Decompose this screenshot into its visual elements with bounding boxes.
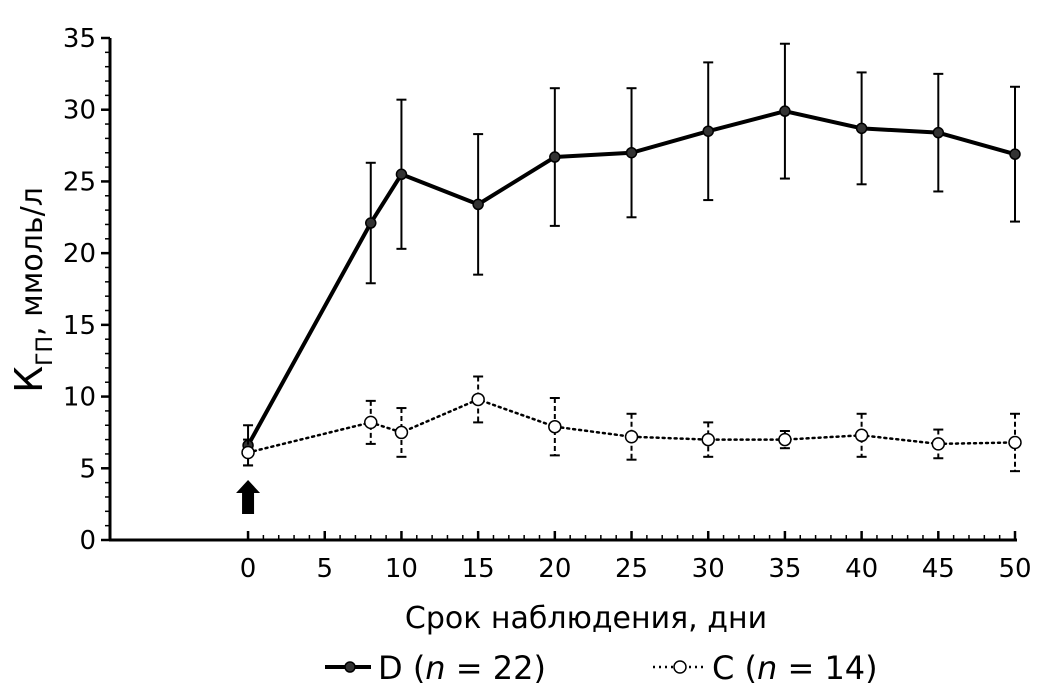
data-point-c <box>854 428 869 443</box>
legend-item-c: C (n = 14) <box>653 649 878 687</box>
x-tick-label: 10 <box>385 554 418 584</box>
legend-d-label: D (n = 22) <box>378 649 546 687</box>
data-point-d <box>365 217 377 229</box>
y-tick-label: 15 <box>63 311 96 341</box>
x-tick-label: 45 <box>922 554 955 584</box>
legend-d-marker <box>344 661 356 673</box>
y-tick-label: 5 <box>79 454 96 484</box>
error-bar-c <box>473 375 484 424</box>
data-point-d <box>1009 148 1021 160</box>
data-point-c <box>364 415 378 430</box>
y-tick-label: 30 <box>63 96 96 126</box>
error-bar-c <box>856 412 867 458</box>
start-arrow-shape <box>236 480 261 514</box>
x-axis-ticks: 0 5 10 15 20 25 30 35 40 45 50 <box>240 531 1032 584</box>
x-tick-label: 50 <box>998 554 1031 584</box>
y-axis-title: КГП, ммоль/л <box>7 187 58 393</box>
y-tick-label: 20 <box>63 239 96 269</box>
y-tick-label: 0 <box>79 526 96 556</box>
data-point-c <box>624 429 639 444</box>
x-tick-label: 5 <box>316 554 333 584</box>
data-point-d <box>932 126 945 139</box>
y-axis-ticks: 0 5 10 15 20 25 30 35 <box>63 24 110 556</box>
y-axis-title-subscript: ГП <box>33 336 58 366</box>
series-layer <box>241 42 1022 473</box>
data-point-c <box>548 419 562 434</box>
data-point-c <box>931 437 946 451</box>
legend-item-d: D (n = 22) <box>325 649 546 687</box>
legend-c-marker <box>673 660 687 674</box>
x-tick-label: 30 <box>692 554 725 584</box>
series-d <box>242 42 1021 467</box>
x-tick-label: 25 <box>615 554 648 584</box>
data-point-c <box>778 432 792 447</box>
series-c <box>241 375 1022 473</box>
y-tick-label: 25 <box>63 167 96 197</box>
start-arrow-icon <box>236 480 261 514</box>
legend-c-label: C (n = 14) <box>712 649 878 687</box>
data-point-c <box>394 425 409 440</box>
y-axis-title-main: К <box>7 366 51 393</box>
data-point-d <box>549 151 561 163</box>
data-point-c <box>241 445 255 460</box>
data-point-c <box>701 432 715 447</box>
x-tick-label: 20 <box>538 554 571 584</box>
error-bar-c <box>626 412 637 461</box>
data-point-d <box>702 125 714 137</box>
data-point-d <box>779 105 791 117</box>
data-point-c <box>1008 435 1022 450</box>
data-point-d <box>472 198 484 211</box>
axes <box>108 38 1017 542</box>
error-bar-c <box>933 428 944 460</box>
x-tick-label: 35 <box>768 554 801 584</box>
x-tick-label: 15 <box>462 554 495 584</box>
x-tick-label: 0 <box>240 554 257 584</box>
y-tick-label: 10 <box>63 383 96 413</box>
data-point-d <box>625 146 638 159</box>
y-axis-title-rest: , ммоль/л <box>15 187 50 336</box>
error-bar-c <box>365 399 376 445</box>
data-point-d <box>395 168 408 181</box>
data-point-d <box>855 122 868 135</box>
legend: D (n = 22) C (n = 14) <box>325 649 878 687</box>
x-tick-label: 40 <box>845 554 878 584</box>
x-axis-title: Срок наблюдения, дни <box>405 601 767 636</box>
y-tick-label: 35 <box>63 24 96 54</box>
data-point-c <box>471 392 485 407</box>
